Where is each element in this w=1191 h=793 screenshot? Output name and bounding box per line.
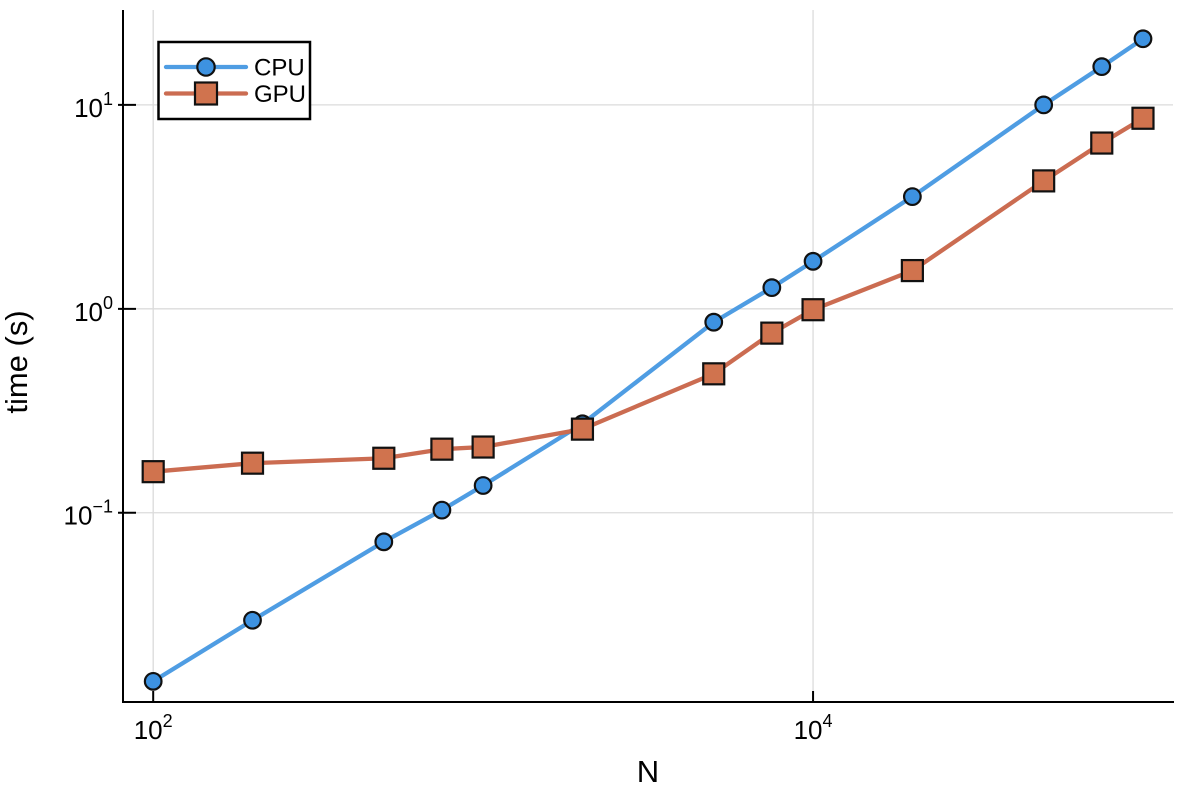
legend-cpu-label: CPU (254, 55, 305, 82)
cpu-marker-circle-icon (902, 187, 922, 207)
gpu-line (151, 116, 1146, 474)
cpu-marker-circle-icon (473, 476, 493, 495)
x-axis-label: N (637, 754, 659, 789)
cpu-marker-circle-icon (432, 500, 452, 520)
y-axis-label: time (s) (0, 310, 34, 413)
gpu-marker-square-icon (760, 321, 784, 345)
legend-entry-cpu: CPU (163, 55, 305, 82)
gpu-marker-square-icon (471, 435, 495, 459)
legend-entry-gpu: GPU (163, 81, 306, 108)
gpu-marker-square-icon (372, 446, 396, 470)
cpu-marker-circle-icon (704, 312, 724, 332)
gpu-marker-square-icon (430, 437, 454, 461)
cpu-marker-circle-icon (1133, 29, 1153, 49)
gpu-marker-square-icon (1131, 106, 1155, 130)
gpu-marker-square-icon (801, 298, 825, 322)
gpu-marker-square-icon (141, 460, 165, 484)
cpu-marker-circle-icon (803, 251, 823, 271)
gpu-marker-square-icon (1032, 169, 1056, 193)
legend-gpu-label: GPU (254, 81, 306, 108)
x-tick-label: 104 (794, 711, 833, 745)
y-tick-label: 101 (74, 89, 113, 123)
gpu-marker-square-icon (900, 258, 924, 283)
x-tick-label: 102 (134, 711, 173, 745)
legend-gpu-marker-square-icon (193, 81, 219, 106)
gpu-marker-square-icon (570, 417, 595, 441)
cpu-marker-circle-icon (374, 532, 394, 552)
y-tick-label: 100 (74, 293, 113, 327)
legend-cpu-marker-circle-icon (196, 57, 216, 77)
cpu-marker-circle-icon (762, 278, 782, 298)
gpu-marker-square-icon (1090, 131, 1114, 155)
legend-box (157, 40, 312, 121)
cpu-marker-circle-icon (1092, 57, 1112, 77)
cpu-marker-circle-icon (143, 671, 163, 691)
cpu-line (151, 36, 1146, 684)
cpu-marker-circle-icon (243, 610, 262, 630)
y-tick-label: 10−1 (64, 497, 113, 531)
gpu-marker-square-icon (702, 362, 726, 386)
cpu-marker-circle-icon (1034, 95, 1054, 115)
gpu-marker-square-icon (240, 451, 265, 475)
